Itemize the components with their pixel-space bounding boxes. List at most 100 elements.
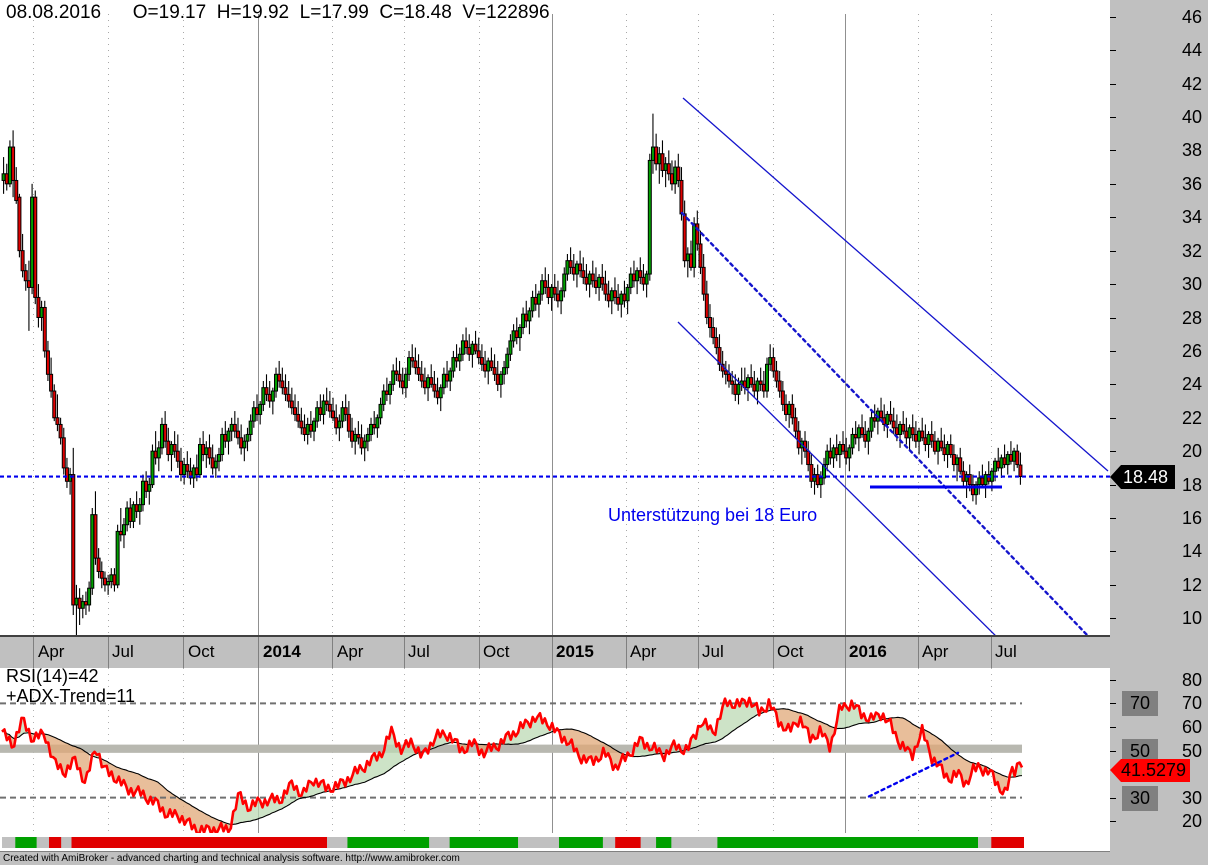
axis-gap-upper (1110, 635, 1208, 668)
rsi-level-badge: 70 (1122, 691, 1159, 717)
price-axis-tick-label: 32 (1181, 240, 1202, 261)
support-annotation-text: Unterstützung bei 18 Euro (608, 505, 818, 525)
price-axis-tick-mark (1110, 417, 1116, 419)
price-axis-tick-mark (1110, 317, 1116, 319)
price-axis-tick-label: 46 (1181, 6, 1202, 27)
rsi-axis-tick-mark (1110, 679, 1116, 681)
rsi-marker-arrow-icon (1110, 759, 1121, 783)
price-axis-tick-mark (1110, 518, 1116, 520)
rsi-axis-tick-label: 80 (1181, 669, 1202, 690)
date-axis-separator (108, 637, 109, 668)
date-axis-tick: Apr (38, 642, 65, 661)
date-axis-separator (918, 637, 919, 668)
rsi-indicator-panel[interactable]: RSI(14)=42 +ADX-Trend=11 (0, 668, 1110, 833)
date-axis-tick: Apr (630, 642, 657, 661)
rsi-axis-tick-label: 20 (1181, 811, 1202, 832)
price-value-axis[interactable]: 46 44 42 40 38 36 34 32 30 28 26 24 22 20 18 16 14 12 10 (1110, 0, 1208, 635)
date-axis-separator (183, 637, 184, 668)
price-axis-tick-label: 20 (1181, 441, 1202, 462)
rsi-axis-tick-label: 30 (1181, 787, 1202, 808)
price-axis-tick-label: 38 (1181, 140, 1202, 161)
price-marker-value: 18.48 (1121, 464, 1176, 489)
rsi-axis-tick-mark (1110, 797, 1116, 799)
price-axis-tick-label: 42 (1181, 73, 1202, 94)
date-axis-separator (552, 637, 553, 668)
price-axis-tick-mark (1110, 618, 1116, 620)
rsi-value-axis[interactable]: 80 70 60 50 30 20 70 50 30 (1110, 668, 1208, 833)
price-axis-tick-label: 28 (1181, 307, 1202, 328)
price-axis-tick-label: 10 (1181, 608, 1202, 629)
price-axis-tick-label: 40 (1181, 106, 1202, 127)
price-axis-tick-label: 26 (1181, 340, 1202, 361)
footer-strip (0, 852, 1208, 865)
date-axis[interactable]: Apr Jul Oct 2014 Apr Jul Oct 2015 Apr Jul Oct 2016 A… (0, 635, 1110, 668)
rsi-axis-tick-mark (1110, 726, 1116, 728)
date-axis-tick: Jul (112, 642, 134, 661)
price-axis-tick-label: 14 (1181, 541, 1202, 562)
date-axis-separator (626, 637, 627, 668)
date-axis-tick: Oct (188, 642, 215, 661)
rsi-level-badge: 30 (1122, 785, 1159, 811)
price-axis-tick-label: 22 (1181, 407, 1202, 428)
adx-trend-label: +ADX-Trend=11 (6, 686, 136, 706)
rsi-axis-tick-label: 70 (1181, 693, 1202, 714)
date-axis-separator (332, 637, 333, 668)
price-axis-tick-mark (1110, 16, 1116, 18)
date-axis-separator (845, 637, 846, 668)
price-axis-tick-label: 30 (1181, 274, 1202, 295)
price-axis-tick-mark (1110, 83, 1116, 85)
rsi-chart-canvas (0, 668, 1024, 833)
date-axis-tick: Oct (483, 642, 510, 661)
price-axis-tick-label: 36 (1181, 173, 1202, 194)
ribbon-canvas (0, 833, 1110, 852)
date-axis-separator (258, 637, 259, 668)
price-axis-tick-mark (1110, 250, 1116, 252)
price-axis-tick-label: 12 (1181, 574, 1202, 595)
price-axis-tick-label: 34 (1181, 207, 1202, 228)
rsi-axis-tick-label: 50 (1181, 740, 1202, 761)
adx-trend-ribbon (0, 833, 1110, 852)
quote-header: 08.08.2016 O=19.17 H=19.92 L=17.99 C=18.… (6, 2, 550, 23)
price-axis-tick-label: 44 (1181, 40, 1202, 61)
date-axis-tick: Apr (337, 642, 364, 661)
date-axis-tick: Jul (702, 642, 724, 661)
price-axis-tick-mark (1110, 217, 1116, 219)
date-axis-separator (773, 637, 774, 668)
price-axis-tick-mark (1110, 451, 1116, 453)
price-chart-panel[interactable]: 08.08.2016 O=19.17 H=19.92 L=17.99 C=18.… (0, 0, 1110, 635)
rsi-value-marker: 41.5279 (1110, 759, 1191, 783)
last-price-marker: 18.48 (1110, 464, 1176, 489)
price-axis-tick-mark (1110, 551, 1116, 553)
price-axis-tick-mark (1110, 584, 1116, 586)
date-axis-separator (33, 637, 34, 668)
price-axis-tick-mark (1110, 50, 1116, 52)
date-axis-separator (698, 637, 699, 668)
price-axis-tick-label: 16 (1181, 508, 1202, 529)
price-axis-tick-label: 18 (1181, 474, 1202, 495)
rsi-value-label: RSI(14)=42 (6, 668, 99, 686)
rsi-axis-tick-mark (1110, 703, 1116, 705)
price-chart-canvas (0, 14, 1110, 635)
price-axis-tick-mark (1110, 150, 1116, 152)
rsi-marker-value: 41.5279 (1121, 759, 1191, 783)
price-axis-tick-mark (1110, 284, 1116, 286)
date-axis-tick: Apr (922, 642, 949, 661)
footer-divider (0, 851, 1110, 852)
date-axis-separator (991, 637, 992, 668)
price-axis-tick-mark (1110, 116, 1116, 118)
rsi-axis-tick-mark (1110, 750, 1116, 752)
price-axis-tick-mark (1110, 183, 1116, 185)
rsi-axis-tick-mark (1110, 821, 1116, 823)
date-axis-tick: Jul (995, 642, 1017, 661)
rsi-axis-tick-label: 60 (1181, 716, 1202, 737)
price-axis-tick-mark (1110, 350, 1116, 352)
footer-credit-text: Created with AmiBroker - advanced charti… (3, 853, 460, 864)
date-axis-separator (404, 637, 405, 668)
date-axis-separator (479, 637, 480, 668)
price-axis-tick-label: 24 (1181, 374, 1202, 395)
date-axis-tick: Jul (408, 642, 430, 661)
date-axis-tick: 2014 (263, 642, 301, 661)
date-axis-tick: 2016 (849, 642, 887, 661)
date-axis-tick: 2015 (556, 642, 594, 661)
